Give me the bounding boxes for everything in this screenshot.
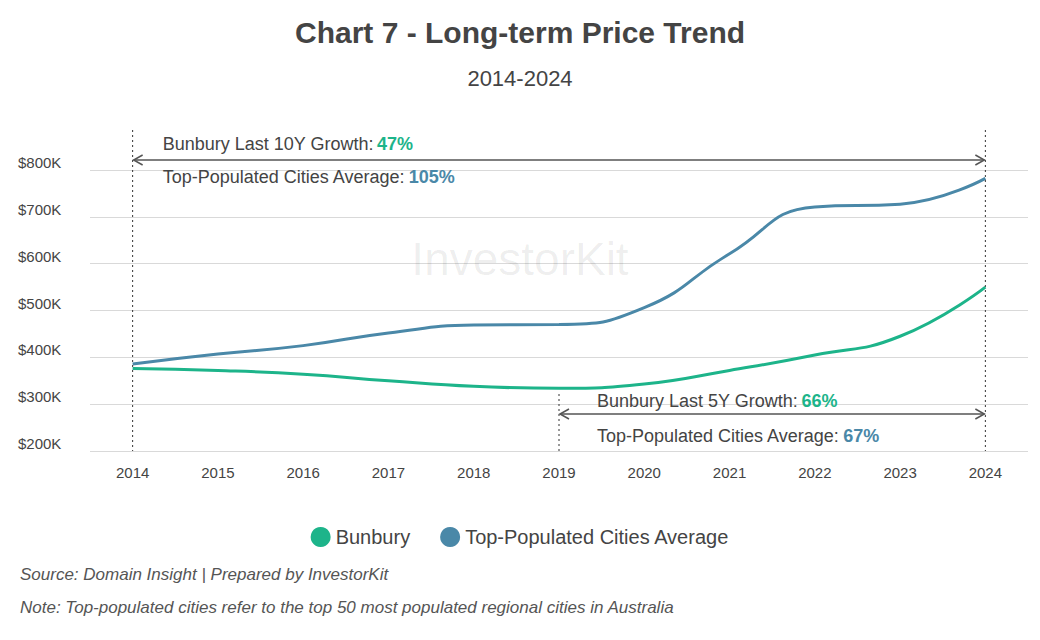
svg-text:Top-Populated Cities Average:: Top-Populated Cities Average: xyxy=(163,167,405,187)
svg-text:2022: 2022 xyxy=(798,464,831,481)
svg-text:67%: 67% xyxy=(843,426,879,446)
svg-text:$400K: $400K xyxy=(18,341,61,358)
svg-text:47%: 47% xyxy=(377,134,413,154)
svg-text:2014-2024: 2014-2024 xyxy=(467,66,572,91)
svg-text:2019: 2019 xyxy=(542,464,575,481)
svg-text:66%: 66% xyxy=(801,391,837,411)
svg-text:Bunbury: Bunbury xyxy=(336,526,411,548)
svg-text:$700K: $700K xyxy=(18,201,61,218)
svg-text:$800K: $800K xyxy=(18,154,61,171)
svg-text:2020: 2020 xyxy=(628,464,661,481)
svg-text:2023: 2023 xyxy=(883,464,916,481)
svg-text:2016: 2016 xyxy=(286,464,319,481)
svg-text:2018: 2018 xyxy=(457,464,490,481)
svg-text:Bunbury Last 10Y Growth:: Bunbury Last 10Y Growth: xyxy=(163,134,374,154)
svg-text:Top-Populated Cities Average: Top-Populated Cities Average xyxy=(465,526,728,548)
svg-text:Bunbury Last 5Y Growth:: Bunbury Last 5Y Growth: xyxy=(597,391,798,411)
svg-text:Note: Top-populated cities ref: Note: Top-populated cities refer to the … xyxy=(20,598,674,617)
svg-text:2014: 2014 xyxy=(116,464,149,481)
svg-text:$300K: $300K xyxy=(18,388,61,405)
svg-text:Chart 7 - Long-term Price Tren: Chart 7 - Long-term Price Trend xyxy=(295,16,745,49)
svg-text:Top-Populated Cities Average:: Top-Populated Cities Average: xyxy=(597,426,839,446)
svg-text:$200K: $200K xyxy=(18,435,61,452)
svg-text:Source: Domain Insight | Prepa: Source: Domain Insight | Prepared by Inv… xyxy=(20,565,389,584)
svg-text:2015: 2015 xyxy=(201,464,234,481)
svg-text:$600K: $600K xyxy=(18,248,61,265)
svg-text:2021: 2021 xyxy=(713,464,746,481)
svg-text:InvestorKit: InvestorKit xyxy=(411,233,629,285)
svg-text:2017: 2017 xyxy=(372,464,405,481)
svg-text:105%: 105% xyxy=(409,167,455,187)
svg-text:$500K: $500K xyxy=(18,295,61,312)
svg-text:2024: 2024 xyxy=(969,464,1002,481)
